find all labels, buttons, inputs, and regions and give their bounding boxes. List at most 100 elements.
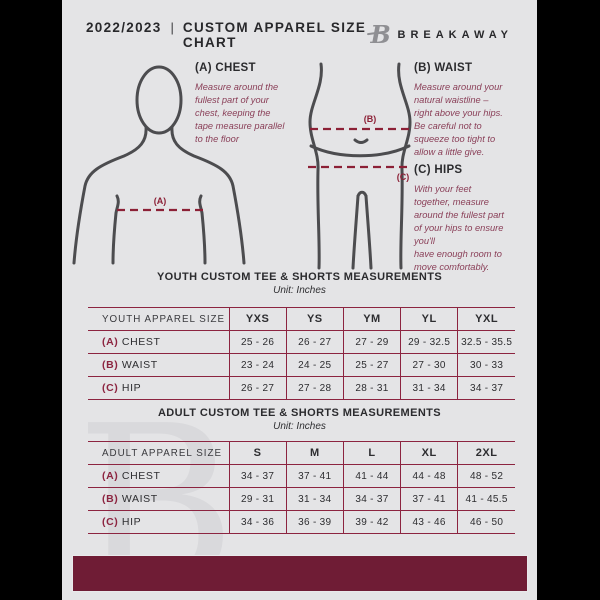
measurement-cell: 34 - 37	[228, 464, 287, 488]
youth-section-title: YOUTH CUSTOM TEE & SHORTS MEASUREMENTS	[156, 271, 443, 283]
chest-heading: (A) CHEST	[195, 62, 256, 74]
measurement-cell: 31 - 34	[400, 376, 458, 400]
youth-size-col: YL	[400, 307, 458, 331]
figure-left-hip-leg	[308, 62, 323, 270]
measurement-cell: 39 - 42	[342, 510, 401, 534]
chest-instruction: (A) CHEST Measure around the fullest par…	[195, 62, 313, 146]
youth-size-label-header: YOUTH APPAREL SIZE	[88, 307, 229, 331]
youth-chest-row: (A) CHEST 25 - 26 26 - 27 27 - 29 29 - 3…	[88, 330, 515, 354]
row-key: (B)	[102, 493, 119, 505]
youth-unit-label: Unit: Inches	[273, 285, 326, 296]
brand-lockup: B BREAKAWAY	[366, 20, 514, 49]
row-key: (A)	[102, 470, 119, 482]
size-chart-page: B 2022/2023 | CUSTOM APPAREL SIZE CHART …	[62, 0, 537, 600]
figure-left-shoulder-arm	[72, 125, 148, 265]
measurement-cell: 29 - 31	[228, 487, 287, 511]
measurement-cell: 31 - 34	[285, 487, 344, 511]
waist-heading: (B) WAIST	[414, 62, 473, 74]
figure-right-inner-leg	[364, 194, 373, 270]
measurement-cell: 27 - 29	[342, 330, 401, 354]
measurement-cell: 25 - 26	[228, 330, 287, 354]
hips-marker-label: (C)	[397, 172, 410, 182]
youth-size-col: YM	[342, 307, 401, 331]
chest-marker-label: (A)	[154, 196, 167, 206]
row-key: (B)	[102, 359, 119, 371]
measurement-cell: 34 - 36	[228, 510, 287, 534]
measurement-cell: 34 - 37	[342, 487, 401, 511]
youth-hip-row: (C) HIP 26 - 27 27 - 28 28 - 31 31 - 34 …	[88, 376, 515, 400]
youth-size-table: YOUTH APPAREL SIZE YXS YS YM YL YXL (A) …	[88, 307, 515, 400]
measurement-cell: 37 - 41	[285, 464, 344, 488]
youth-size-col: YXS	[228, 307, 287, 331]
row-name: HIP	[121, 382, 142, 394]
youth-size-col: YS	[285, 307, 344, 331]
figure-left-inner-leg	[351, 194, 360, 270]
measurement-cell: 34 - 37	[457, 376, 515, 400]
row-label: (C) HIP	[88, 376, 229, 400]
measurement-cell: 41 - 44	[342, 464, 401, 488]
measurement-cell: 25 - 27	[342, 353, 401, 377]
measurement-cell: 46 - 50	[457, 510, 515, 534]
measurement-cell: 37 - 41	[400, 487, 458, 511]
logo-letter: B	[370, 20, 391, 49]
hips-instruction: (C) HIPS With your feet together, measur…	[414, 164, 534, 274]
adult-size-table: ADULT APPAREL SIZE S M L XL 2XL (A) CHES…	[88, 441, 515, 534]
waist-instruction: (B) WAIST Measure around your natural wa…	[414, 62, 534, 159]
lower-body-figure: (B) (C)	[308, 62, 412, 270]
row-label: (B) WAIST	[88, 353, 229, 377]
measurement-cell: 23 - 24	[228, 353, 287, 377]
measurement-cell: 27 - 30	[400, 353, 458, 377]
row-name: CHEST	[121, 470, 161, 482]
adult-size-col: M	[285, 441, 344, 465]
hips-body-text: With your feet together, measure around …	[414, 184, 504, 273]
adult-unit-label: Unit: Inches	[273, 421, 326, 432]
row-name: WAIST	[121, 493, 158, 505]
adult-section-title: ADULT CUSTOM TEE & SHORTS MEASUREMENTS	[157, 407, 442, 419]
row-name: WAIST	[121, 359, 158, 371]
measurement-cell: 24 - 25	[285, 353, 344, 377]
row-name: CHEST	[121, 336, 161, 348]
row-key: (A)	[102, 336, 119, 348]
adult-size-col: S	[228, 441, 287, 465]
youth-waist-row: (B) WAIST 23 - 24 24 - 25 25 - 27 27 - 3…	[88, 353, 515, 377]
measurement-cell: 29 - 32.5	[400, 330, 458, 354]
figure-crotch	[356, 190, 368, 198]
measurement-cell: 27 - 28	[285, 376, 344, 400]
measurement-cell: 43 - 46	[400, 510, 458, 534]
figure-right-shoulder-arm	[170, 125, 246, 265]
row-label: (C) HIP	[88, 510, 229, 534]
figure-right-hip-leg	[397, 62, 412, 270]
row-label: (A) CHEST	[88, 330, 229, 354]
measurement-cell: 36 - 39	[285, 510, 344, 534]
measurement-cell: 32.5 - 35.5	[457, 330, 515, 354]
adult-chest-row: (A) CHEST 34 - 37 37 - 41 41 - 44 44 - 4…	[88, 464, 515, 488]
figure-waistband	[309, 144, 411, 158]
measurement-cell: 28 - 31	[342, 376, 401, 400]
title-year: 2022/2023	[86, 20, 162, 35]
hips-heading: (C) HIPS	[414, 164, 463, 176]
breakaway-logo-icon: B	[366, 20, 391, 49]
figure-left-armpit	[111, 194, 120, 265]
upper-body-figure: (A)	[72, 65, 246, 265]
adult-size-label-header: ADULT APPAREL SIZE	[88, 441, 229, 465]
measurement-cell: 30 - 33	[457, 353, 515, 377]
row-label: (B) WAIST	[88, 487, 229, 511]
youth-size-col: YXL	[457, 307, 515, 331]
waist-body-text: Measure around your natural waistline – …	[414, 82, 503, 158]
row-key: (C)	[102, 516, 119, 528]
page-title: 2022/2023 | CUSTOM APPAREL SIZE CHART	[86, 20, 371, 50]
chest-body-text: Measure around the fullest part of your …	[195, 82, 285, 145]
row-name: HIP	[121, 516, 142, 528]
measurement-cell: 26 - 27	[228, 376, 287, 400]
figure-head	[135, 65, 183, 135]
page-header: 2022/2023 | CUSTOM APPAREL SIZE CHART B …	[62, 20, 537, 50]
adult-header-row: ADULT APPAREL SIZE S M L XL 2XL	[88, 441, 515, 465]
youth-header-row: YOUTH APPAREL SIZE YXS YS YM YL YXL	[88, 307, 515, 331]
page-content: 2022/2023 | CUSTOM APPAREL SIZE CHART B …	[62, 0, 537, 600]
figure-navel	[353, 138, 369, 144]
measurement-cell: 44 - 48	[400, 464, 458, 488]
measurement-cell: 26 - 27	[285, 330, 344, 354]
adult-size-col: 2XL	[457, 441, 515, 465]
adult-hip-row: (C) HIP 34 - 36 36 - 39 39 - 42 43 - 46 …	[88, 510, 515, 534]
